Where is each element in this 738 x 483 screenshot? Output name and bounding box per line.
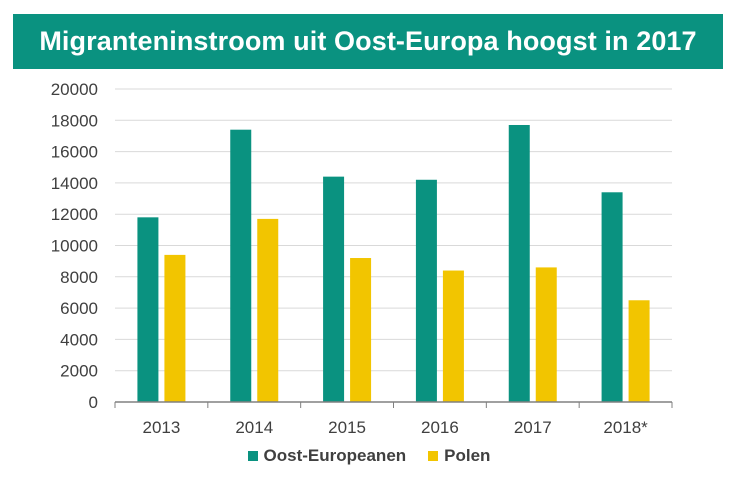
x-tick-label: 2015 bbox=[328, 418, 366, 437]
bar-polen-2016 bbox=[442, 270, 464, 402]
y-tick-label: 2000 bbox=[60, 362, 98, 381]
bar-oost-europeanen-2016 bbox=[415, 179, 437, 402]
bar-polen-2014 bbox=[257, 218, 279, 402]
gridlines bbox=[115, 88, 672, 372]
bar-oost-europeanen-2015 bbox=[323, 176, 345, 402]
x-tick-label: 2017 bbox=[514, 418, 552, 437]
bar-oost-europeanen-2018 bbox=[601, 192, 623, 402]
y-tick-label: 8000 bbox=[60, 268, 98, 287]
legend-swatch bbox=[247, 451, 258, 461]
bar-oost-europeanen-2014 bbox=[230, 129, 252, 402]
y-axis: 0 2000 4000 6000 8000 10000 12000 14000 16000 180… bbox=[51, 80, 98, 412]
bar-oost-europeanen-2013 bbox=[137, 217, 159, 402]
y-tick-label: 20000 bbox=[51, 80, 98, 99]
bar-polen-2017 bbox=[535, 267, 557, 402]
y-tick-label: 6000 bbox=[60, 299, 98, 318]
y-tick-label: 18000 bbox=[51, 111, 98, 130]
legend-item-polen: Polen bbox=[428, 446, 490, 466]
bar-polen-2015 bbox=[350, 258, 372, 402]
x-tick-label: 2014 bbox=[235, 418, 273, 437]
bar-oost-europeanen-2017 bbox=[508, 124, 530, 403]
legend-label: Oost-Europeanen bbox=[263, 446, 407, 465]
y-tick-label: 10000 bbox=[51, 237, 98, 256]
x-tick-label: 2018* bbox=[603, 418, 648, 437]
chart-title: Migranteninstroom uit Oost-Europa hoogst… bbox=[39, 26, 697, 56]
x-axis: 2013 2014 2015 2016 2017 2018* bbox=[114, 401, 673, 437]
x-tick-label: 2013 bbox=[143, 418, 181, 437]
chart-title-bar: Migranteninstroom uit Oost-Europa hoogst… bbox=[13, 14, 723, 69]
legend: Oost-Europeanen Polen bbox=[0, 446, 738, 466]
y-tick-label: 0 bbox=[89, 393, 98, 412]
y-tick-label: 12000 bbox=[51, 205, 98, 224]
bars bbox=[137, 124, 650, 403]
y-tick-label: 4000 bbox=[60, 330, 98, 349]
legend-item-oost-europeanen: Oost-Europeanen bbox=[247, 446, 407, 466]
bar-polen-2013 bbox=[164, 254, 186, 402]
legend-swatch bbox=[428, 451, 439, 461]
bar-polen-2018 bbox=[628, 300, 650, 402]
y-tick-label: 16000 bbox=[51, 143, 98, 162]
legend-label: Polen bbox=[444, 446, 491, 465]
x-tick-label: 2016 bbox=[421, 418, 459, 437]
y-tick-label: 14000 bbox=[51, 174, 98, 193]
